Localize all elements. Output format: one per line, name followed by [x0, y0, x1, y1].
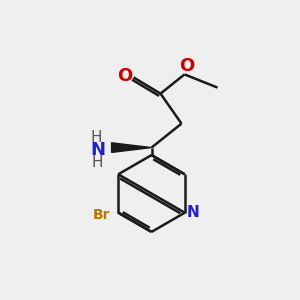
Text: N: N	[90, 141, 105, 159]
Text: H: H	[92, 155, 103, 170]
Text: Br: Br	[93, 208, 110, 222]
Polygon shape	[112, 143, 152, 152]
Text: O: O	[118, 67, 133, 85]
Text: H: H	[90, 130, 102, 145]
Text: O: O	[179, 57, 194, 75]
Text: N: N	[187, 205, 200, 220]
